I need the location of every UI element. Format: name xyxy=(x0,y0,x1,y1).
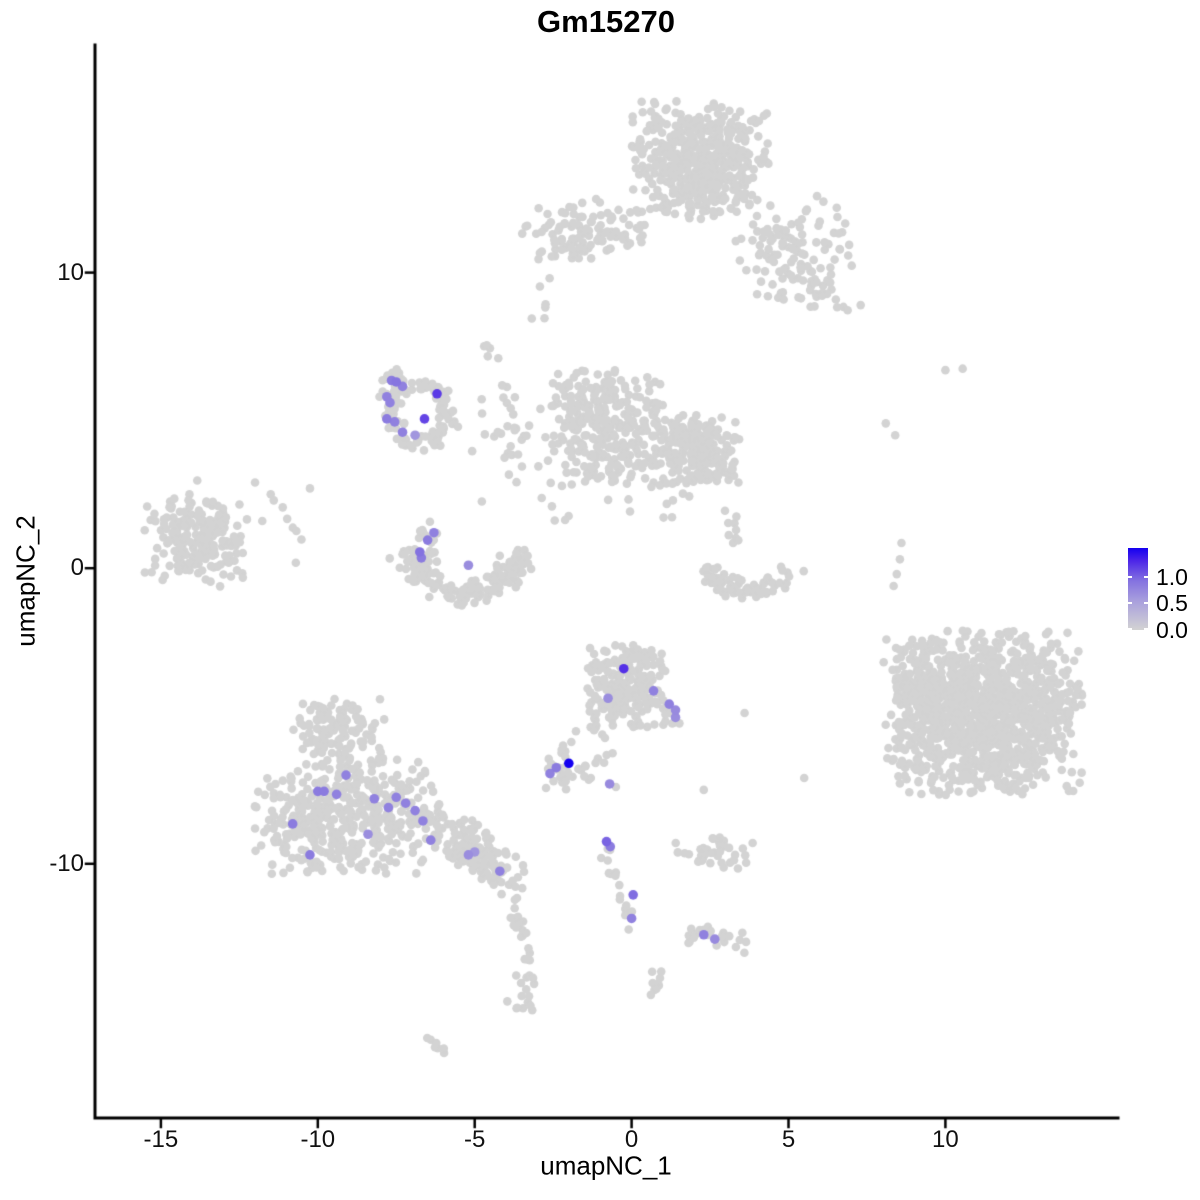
legend-tick-mark xyxy=(1144,628,1148,630)
legend-tick-mark xyxy=(1128,602,1132,605)
x-tick-label: -5 xyxy=(464,1126,486,1153)
legend-tick-mark xyxy=(1144,575,1148,578)
x-tick-label: 5 xyxy=(781,1126,796,1153)
expression-colorbar-legend: 1.0 0.5 0.0 xyxy=(1128,548,1198,642)
x-tick-label: 0 xyxy=(624,1126,639,1153)
legend-value-label: 1.0 xyxy=(1156,563,1188,590)
legend-gradient-bar xyxy=(1128,548,1148,630)
y-tick-label: 10 xyxy=(57,258,84,286)
legend-tick-mark xyxy=(1144,602,1148,605)
y-tick-label: 0 xyxy=(70,554,84,582)
x-tick-label: -10 xyxy=(300,1126,336,1153)
x-axis-label: umapNC_1 xyxy=(540,1150,672,1181)
legend-value-label: 0.0 xyxy=(1156,617,1188,643)
legend-value-label: 0.5 xyxy=(1156,590,1188,617)
y-tick-label: -10 xyxy=(49,849,84,877)
plot-title: Gm15270 xyxy=(537,4,675,39)
x-tick-label: 10 xyxy=(932,1126,959,1153)
legend-tick-mark xyxy=(1128,575,1132,578)
x-tick-label: -15 xyxy=(143,1126,179,1153)
legend-tick-mark xyxy=(1128,628,1132,630)
